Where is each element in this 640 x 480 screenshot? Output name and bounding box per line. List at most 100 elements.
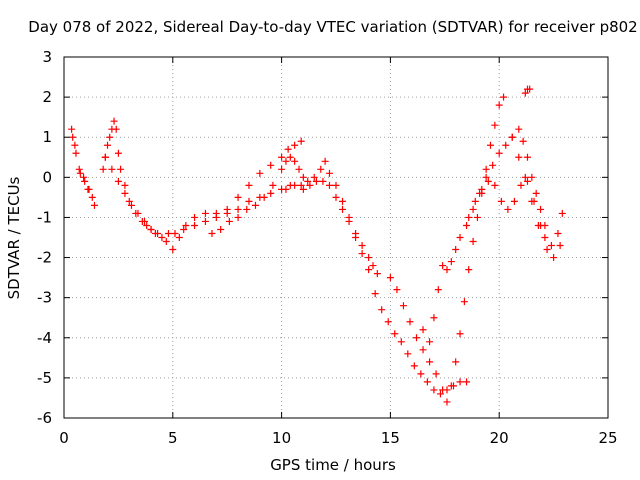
data-point [71,141,79,149]
series-pass-H [386,93,508,406]
data-point [297,137,305,145]
data-point [497,197,505,205]
data-point [495,101,503,109]
series-pass-B [69,133,93,193]
x-axis-label: GPS time / hours [270,456,396,474]
data-point [332,193,340,201]
data-point [460,298,468,306]
data-point [68,125,76,133]
data-point [478,185,486,193]
data-point [80,173,88,181]
data-point [471,197,479,205]
data-point [371,290,379,298]
data-point [267,161,275,169]
x-tick-label: 25 [598,429,617,447]
data-point [201,209,209,217]
data-point [521,89,529,97]
data-point [99,165,107,173]
data-point [162,238,170,246]
series-pass-D [101,137,305,254]
data-point [299,185,307,193]
data-points [68,85,566,406]
data-point [463,378,471,386]
data-point [121,181,129,189]
series-pass-G [299,177,381,278]
data-point [243,205,251,213]
data-point [306,181,314,189]
data-point [558,209,566,217]
data-point [141,217,149,225]
data-point [245,197,253,205]
data-point [267,189,275,197]
data-point [114,177,122,185]
data-point [201,217,209,225]
data-point [76,169,84,177]
data-point [510,197,518,205]
data-point [75,165,83,173]
data-point [85,185,93,193]
data-point [191,221,199,229]
data-point [182,221,190,229]
y-tick-label: 2 [42,88,52,106]
data-point [299,173,307,181]
data-point [430,386,438,394]
data-point [81,177,89,185]
data-point [269,181,277,189]
y-tick-label: -2 [37,249,52,267]
data-point [212,209,220,217]
data-point [439,262,447,270]
data-point [164,229,172,237]
data-point [147,225,155,233]
y-tick-label: 1 [42,128,52,146]
y-tick-label: -1 [37,208,52,226]
y-tick-label: -4 [37,329,52,347]
data-point [245,181,253,189]
data-point [502,141,510,149]
data-point [358,242,366,250]
data-point [251,201,259,209]
data-point [223,205,231,213]
data-point [473,213,481,221]
data-point [491,181,499,189]
data-point [541,221,549,229]
data-point [532,189,540,197]
data-point [154,229,162,237]
data-point [443,266,451,274]
data-point [443,398,451,406]
data-point [406,318,414,326]
data-point [117,165,125,173]
data-point [278,165,286,173]
data-point [369,262,377,270]
x-tick-label: 10 [272,429,291,447]
data-point [530,197,538,205]
data-point [486,141,494,149]
data-point [312,177,320,185]
data-point [500,93,508,101]
series-pass-L [521,85,534,97]
data-point [310,173,318,181]
grid [64,57,608,418]
data-point [419,326,427,334]
data-point [325,181,333,189]
data-point [537,205,545,213]
data-point [386,274,394,282]
data-point [543,246,551,254]
data-point [469,238,477,246]
data-point [550,254,558,262]
data-point [447,382,455,390]
data-point [317,165,325,173]
data-point [399,302,407,310]
y-tick-label: -3 [37,289,52,307]
data-point [430,314,438,322]
data-point [515,153,523,161]
data-point [90,201,98,209]
data-point [291,141,299,149]
data-point [404,350,412,358]
data-point [278,153,286,161]
data-point [469,205,477,213]
data-point [419,346,427,354]
data-point [339,197,347,205]
data-point [319,177,327,185]
y-tick-label: 3 [42,48,52,66]
